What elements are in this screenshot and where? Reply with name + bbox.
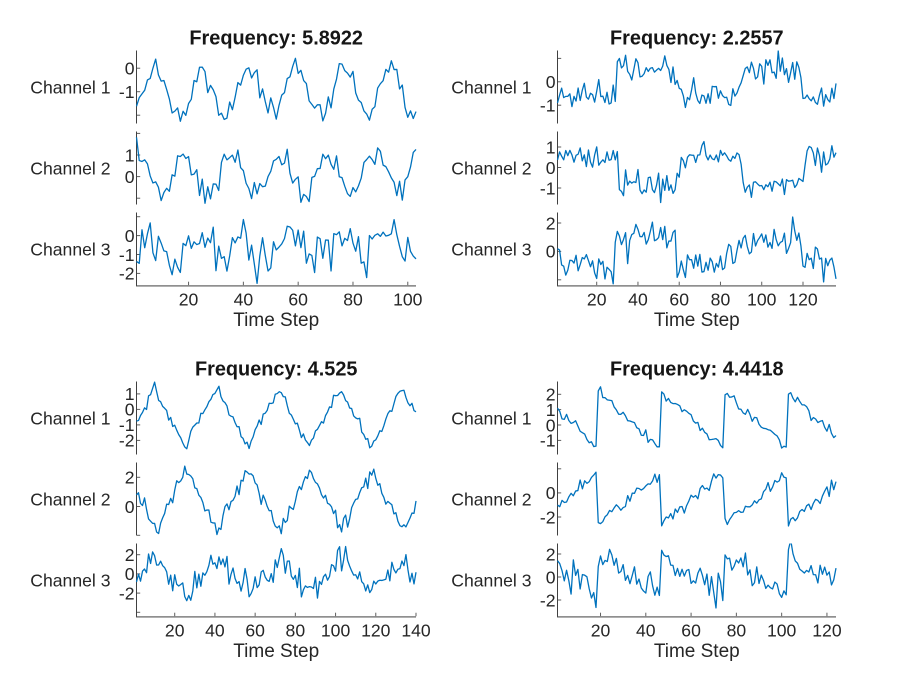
svg-text:-1: -1	[119, 415, 135, 435]
svg-text:40: 40	[628, 290, 648, 310]
svg-text:100: 100	[321, 621, 351, 641]
svg-text:Time Step: Time Step	[654, 641, 740, 662]
svg-text:20: 20	[591, 621, 611, 641]
svg-text:1: 1	[546, 400, 556, 420]
svg-text:Channel 1: Channel 1	[451, 408, 531, 428]
svg-text:40: 40	[205, 621, 225, 641]
svg-text:-1: -1	[119, 245, 135, 265]
svg-text:0: 0	[125, 400, 135, 420]
svg-text:Frequency: 4.525: Frequency: 4.525	[195, 359, 358, 381]
svg-text:Channel 2: Channel 2	[451, 489, 531, 509]
svg-text:0: 0	[546, 72, 556, 92]
svg-text:Channel 1: Channel 1	[451, 77, 531, 97]
svg-text:0: 0	[546, 242, 556, 262]
svg-text:40: 40	[234, 290, 254, 310]
svg-text:Time Step: Time Step	[654, 310, 740, 331]
svg-text:60: 60	[288, 290, 308, 310]
svg-text:60: 60	[245, 621, 265, 641]
svg-text:Time Step: Time Step	[233, 310, 319, 331]
svg-text:-1: -1	[540, 178, 556, 198]
svg-text:20: 20	[165, 621, 185, 641]
svg-text:0: 0	[125, 226, 135, 246]
svg-text:-1: -1	[540, 96, 556, 116]
svg-text:Channel 1: Channel 1	[30, 77, 110, 97]
svg-text:80: 80	[711, 290, 731, 310]
svg-text:-2: -2	[540, 507, 556, 527]
svg-text:-2: -2	[540, 590, 556, 610]
svg-text:Frequency: 5.8922: Frequency: 5.8922	[189, 28, 363, 50]
svg-text:1: 1	[125, 145, 135, 165]
svg-text:2: 2	[546, 544, 556, 564]
svg-text:Channel 2: Channel 2	[30, 489, 110, 509]
svg-text:-2: -2	[119, 431, 135, 451]
svg-text:Channel 3: Channel 3	[451, 239, 531, 259]
svg-text:20: 20	[179, 290, 199, 310]
svg-text:2: 2	[546, 213, 556, 233]
svg-text:0: 0	[546, 483, 556, 503]
svg-text:140: 140	[401, 621, 431, 641]
svg-text:Frequency: 4.4418: Frequency: 4.4418	[610, 359, 784, 381]
svg-text:60: 60	[681, 621, 701, 641]
svg-text:0: 0	[546, 158, 556, 178]
svg-text:-1: -1	[540, 431, 556, 451]
svg-text:-1: -1	[119, 82, 135, 102]
svg-text:2: 2	[125, 468, 135, 488]
svg-text:0: 0	[546, 567, 556, 587]
svg-text:2: 2	[125, 545, 135, 565]
svg-text:120: 120	[788, 290, 818, 310]
svg-text:0: 0	[125, 167, 135, 187]
svg-text:Frequency: 2.2557: Frequency: 2.2557	[610, 28, 784, 50]
svg-text:0: 0	[546, 415, 556, 435]
svg-text:1: 1	[546, 137, 556, 157]
svg-text:100: 100	[747, 290, 777, 310]
svg-text:Channel 3: Channel 3	[30, 239, 110, 259]
svg-text:20: 20	[587, 290, 607, 310]
svg-text:1: 1	[125, 384, 135, 404]
svg-text:100: 100	[393, 290, 423, 310]
svg-text:0: 0	[125, 59, 135, 79]
svg-text:120: 120	[361, 621, 391, 641]
svg-text:Channel 1: Channel 1	[30, 408, 110, 428]
svg-text:40: 40	[636, 621, 656, 641]
svg-text:-2: -2	[119, 583, 135, 603]
svg-text:0: 0	[125, 564, 135, 584]
svg-text:Channel 3: Channel 3	[30, 570, 110, 590]
svg-text:Channel 2: Channel 2	[451, 158, 531, 178]
svg-text:Time Step: Time Step	[233, 641, 319, 662]
svg-text:60: 60	[669, 290, 689, 310]
svg-text:120: 120	[812, 621, 842, 641]
svg-text:80: 80	[343, 290, 363, 310]
svg-text:2: 2	[546, 385, 556, 405]
svg-text:80: 80	[286, 621, 306, 641]
svg-text:0: 0	[125, 497, 135, 517]
svg-text:Channel 2: Channel 2	[30, 158, 110, 178]
svg-text:80: 80	[727, 621, 747, 641]
svg-text:-2: -2	[119, 264, 135, 284]
svg-text:Channel 3: Channel 3	[451, 570, 531, 590]
svg-text:100: 100	[767, 621, 797, 641]
